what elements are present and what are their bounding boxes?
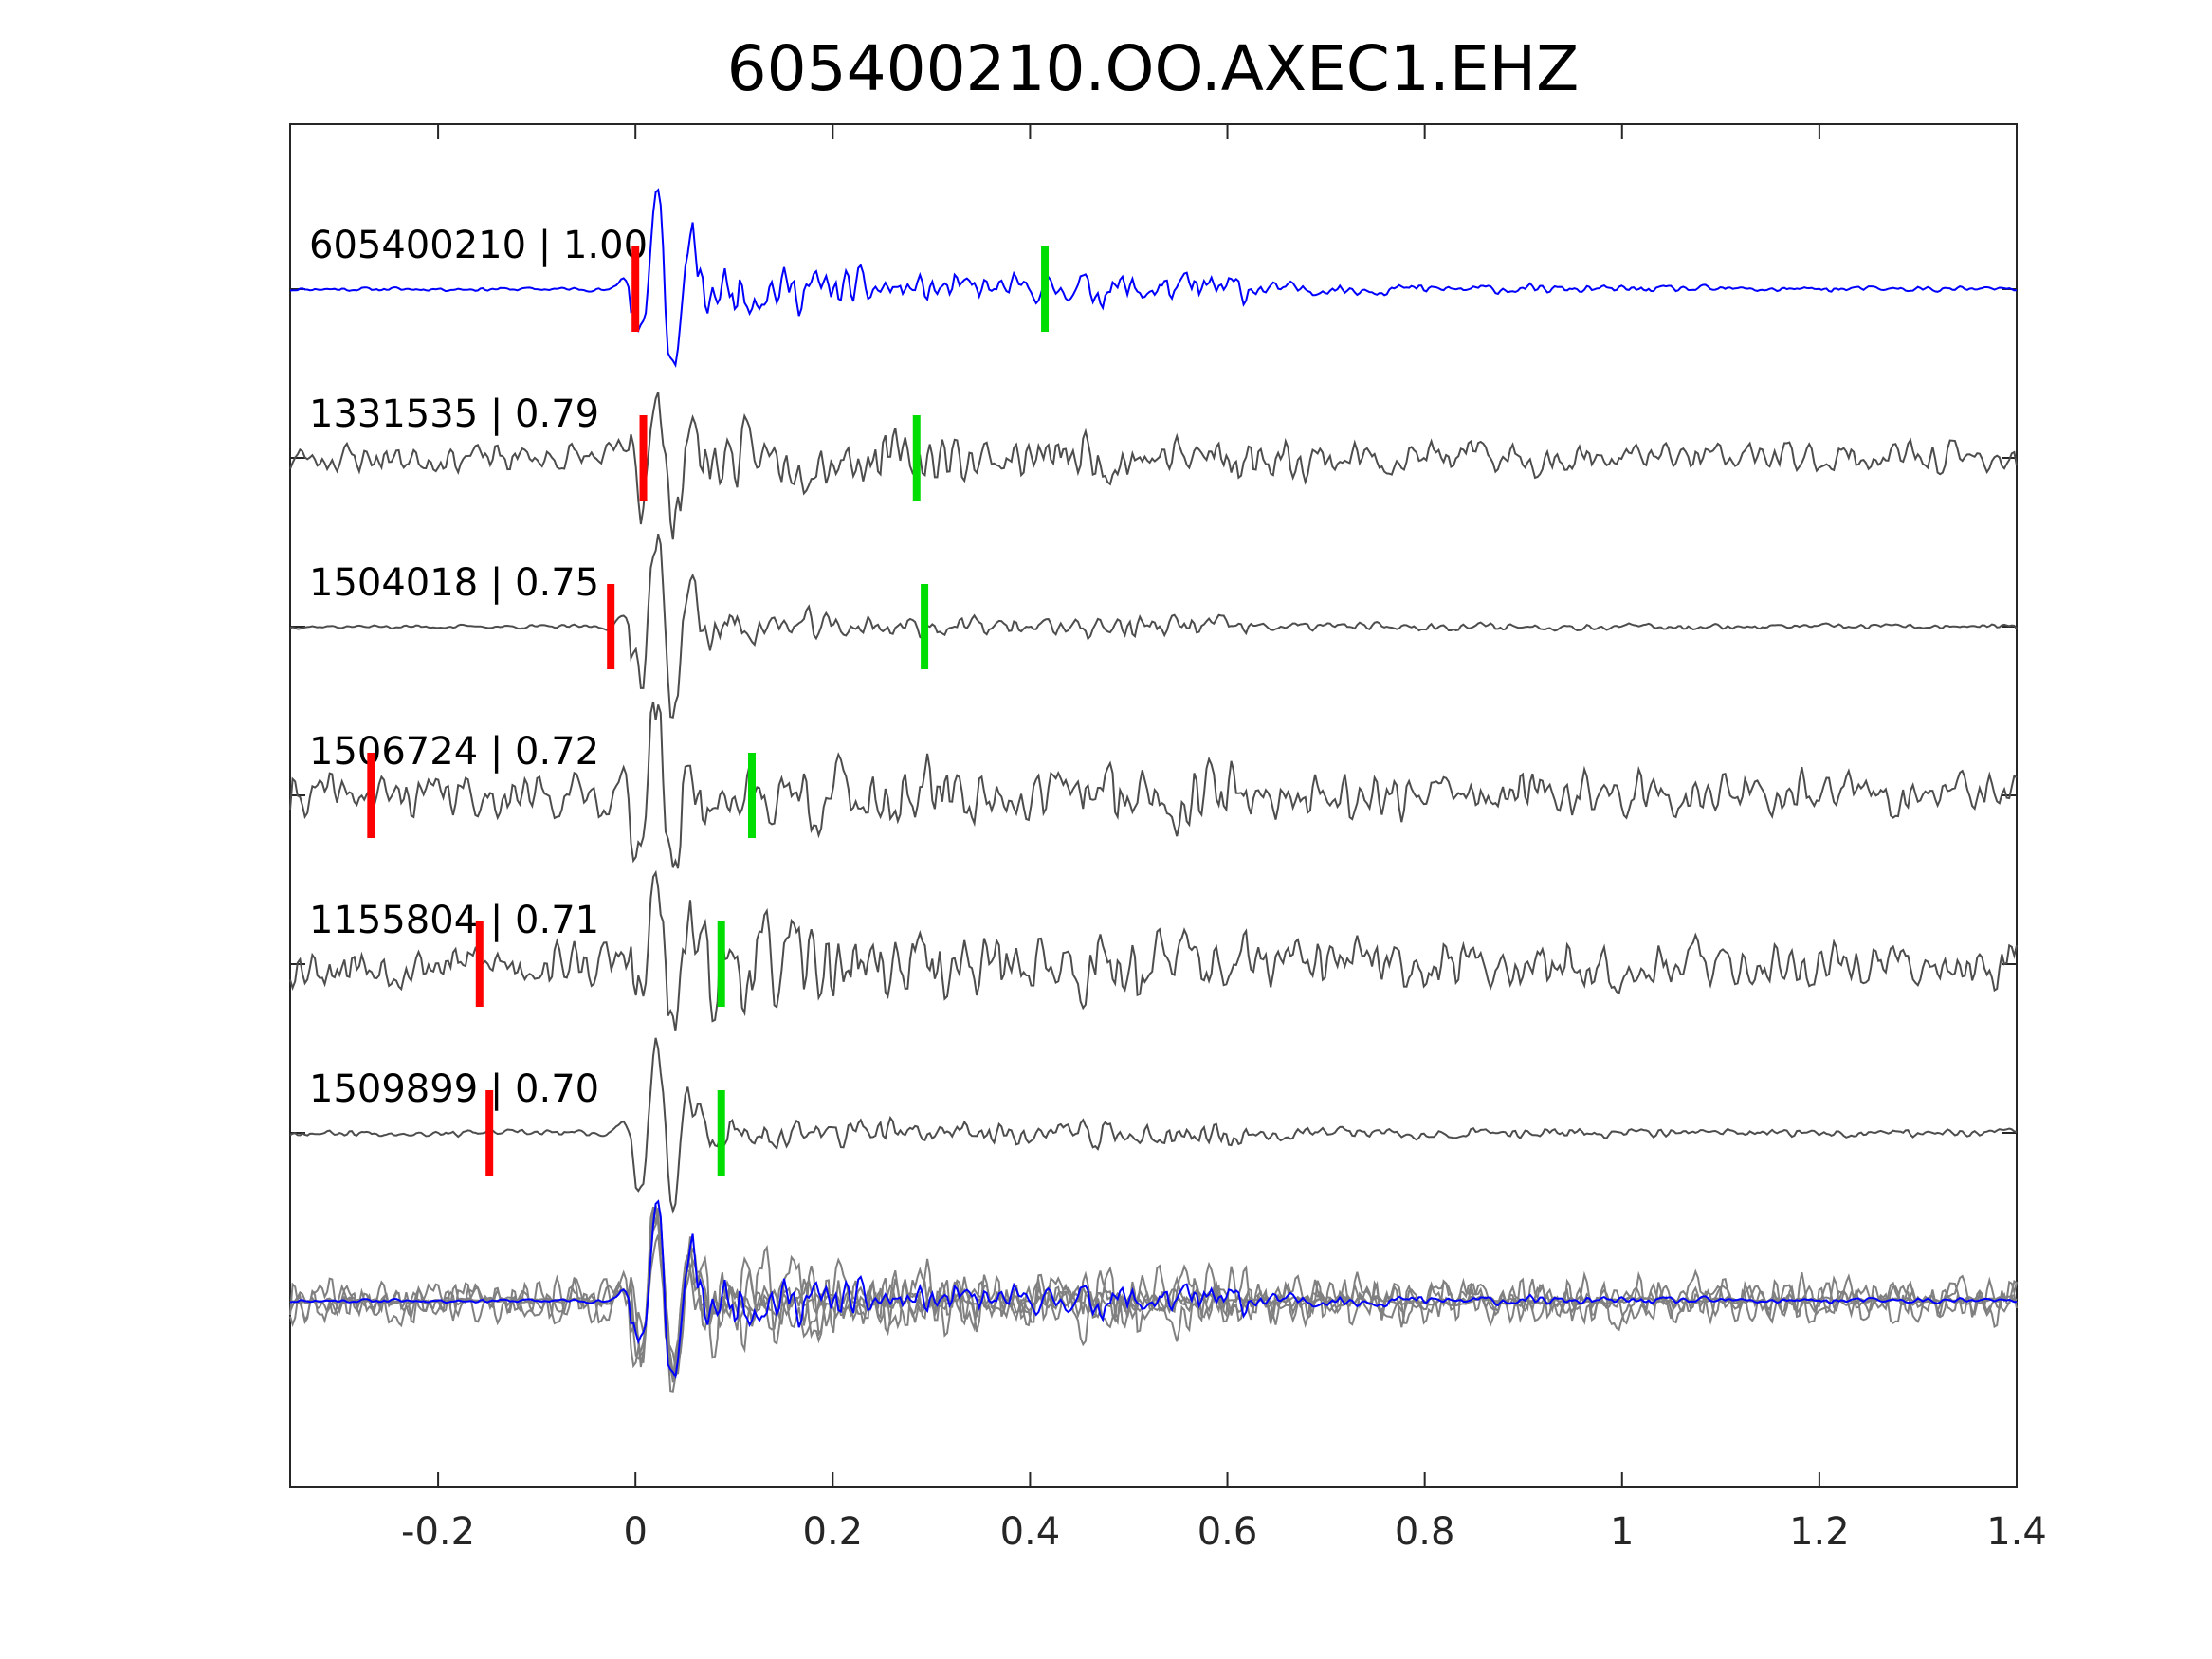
trace-label: 1506724 | 0.72	[309, 730, 599, 774]
x-tick-label: 0.6	[1197, 1510, 1258, 1554]
trace-label: 605400210 | 1.00	[309, 224, 648, 267]
x-axis-ticks: -0.2 0 0.2 0.4 0.6 0.8 1 1.2 1.4	[401, 124, 2047, 1554]
trace-label: 1155804 | 0.71	[309, 899, 599, 942]
x-tick-label: 1	[1610, 1510, 1634, 1554]
x-tick-label: 0.8	[1395, 1510, 1455, 1554]
plot-area-frame	[289, 123, 2018, 1488]
x-tick-label: 0	[623, 1510, 647, 1554]
chart-title: 605400210.OO.AXEC1.EHZ	[727, 32, 1580, 105]
trace-line	[289, 533, 2018, 719]
x-tick-label: -0.2	[401, 1510, 475, 1554]
trace-1155804: 1155804 | 0.71	[289, 869, 2018, 1031]
x-tick-label: 1.4	[1986, 1510, 2047, 1554]
trace-1504018: 1504018 | 0.75	[289, 533, 2018, 719]
trace-line	[289, 188, 2018, 368]
trace-line	[289, 701, 2018, 869]
trace-1506724: 1506724 | 0.72	[289, 701, 2018, 869]
x-tick-label: 0.2	[803, 1510, 864, 1554]
trace-605400210: 605400210 | 1.00	[289, 188, 2018, 368]
stack-template-line	[289, 1199, 2018, 1379]
trace-1509899: 1509899 | 0.70	[289, 1037, 2018, 1214]
stack-match-line	[289, 1205, 2018, 1382]
trace-label: 1504018 | 0.75	[309, 561, 599, 605]
x-tick-label: 0.4	[1000, 1510, 1061, 1554]
trace-1331535: 1331535 | 0.79	[289, 392, 2018, 540]
trace-line	[289, 1037, 2018, 1214]
trace-line	[289, 869, 2018, 1031]
waveform-traces: 605400210 | 1.00 1331535 | 0.79 1504018 | …	[289, 188, 2018, 1214]
trace-label: 1331535 | 0.79	[309, 392, 599, 436]
trace-label: 1509899 | 0.70	[309, 1067, 599, 1111]
trace-line	[289, 392, 2018, 540]
overlay-stack	[289, 1199, 2018, 1393]
x-tick-label: 1.2	[1789, 1510, 1850, 1554]
